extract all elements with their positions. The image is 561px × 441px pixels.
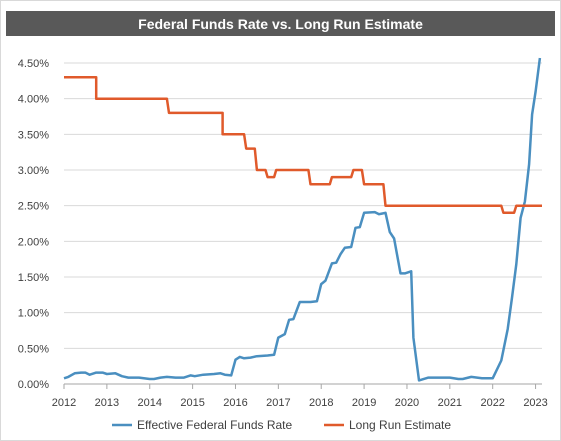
- y-tick-label: 4.00%: [18, 94, 49, 106]
- x-tick-label: 2012: [52, 397, 76, 409]
- x-tick-label: 2023: [523, 397, 547, 409]
- y-tick-label: 3.00%: [18, 165, 49, 177]
- x-tick-label: 2019: [352, 397, 376, 409]
- legend-label: Long Run Estimate: [349, 418, 451, 432]
- y-tick-label: 0.50%: [18, 343, 49, 355]
- x-tick-label: 2018: [309, 397, 333, 409]
- x-axis-ticks: 2012 2013 2014 2015 2016 2017 2018 2019 2020 2021…: [52, 384, 548, 409]
- series-line-effective-fed-funds-rate: [63, 57, 542, 382]
- series-line-long-run-estimate: [64, 76, 542, 215]
- legend-label: Effective Federal Funds Rate: [137, 418, 293, 432]
- y-tick-label: 4.50%: [18, 58, 49, 70]
- x-tick-label: 2020: [395, 397, 419, 409]
- x-tick-label: 2015: [180, 397, 204, 409]
- y-tick-label: 1.00%: [18, 308, 49, 320]
- legend: Effective Federal Funds Rate Long Run Est…: [112, 418, 451, 432]
- x-tick-label: 2021: [438, 397, 462, 409]
- x-tick-label: 2014: [137, 397, 161, 409]
- x-tick-label: 2022: [480, 397, 504, 409]
- x-tick-label: 2017: [266, 397, 290, 409]
- y-tick-label: 2.50%: [18, 201, 49, 213]
- chart-title-bar: Federal Funds Rate vs. Long Run Estimate: [6, 11, 555, 36]
- x-tick-label: 2016: [223, 397, 247, 409]
- series-lines: [63, 57, 542, 382]
- y-tick-label: 3.50%: [18, 129, 49, 141]
- chart-title: Federal Funds Rate vs. Long Run Estimate: [138, 15, 423, 32]
- y-tick-label: 1.50%: [18, 272, 49, 284]
- y-tick-label: 2.00%: [18, 236, 49, 248]
- y-axis-ticks: 0.00% 0.50% 1.00% 1.50% 2.00% 2.50% 3.00% 3.50%…: [18, 58, 49, 391]
- x-tick-label: 2013: [95, 397, 119, 409]
- y-tick-label: 0.00%: [18, 379, 49, 391]
